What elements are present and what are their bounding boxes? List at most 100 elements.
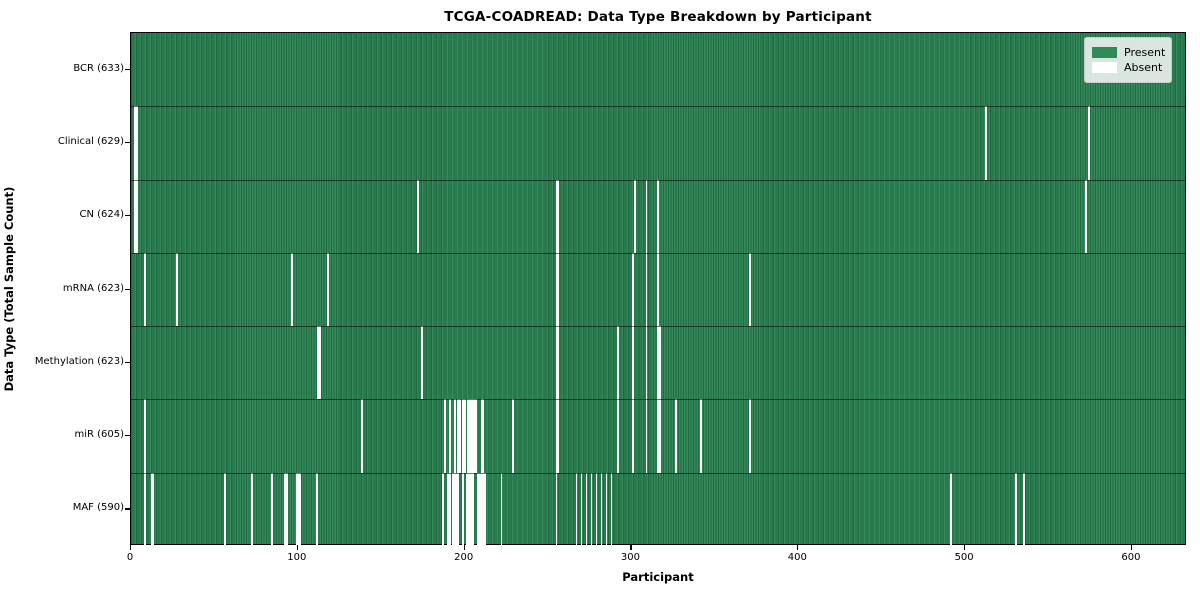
xtick-label: 300 xyxy=(620,552,641,563)
row-separator xyxy=(131,326,1185,328)
absent-stripe xyxy=(675,399,678,473)
row-separator xyxy=(131,106,1185,108)
xtick-mark xyxy=(1130,545,1133,550)
absent-stripe xyxy=(417,179,420,253)
plot-area xyxy=(130,32,1186,546)
absent-stripe xyxy=(555,326,558,400)
absent-stripe xyxy=(295,472,298,546)
ytick-label-miR: miR (605) xyxy=(74,429,124,441)
absent-stripe xyxy=(482,399,485,473)
absent-stripe xyxy=(442,472,445,546)
absent-stripe xyxy=(605,472,608,546)
absent-stripe xyxy=(144,252,147,327)
legend-item-present: Present xyxy=(1092,46,1165,59)
absent-stripe xyxy=(590,472,593,546)
absent-stripe xyxy=(512,399,515,473)
absent-stripe xyxy=(360,399,363,473)
row-separator xyxy=(131,472,1185,474)
absent-stripe xyxy=(595,472,598,546)
absent-stripe xyxy=(555,179,558,253)
absent-stripe xyxy=(175,252,178,327)
absent-stripe xyxy=(748,399,751,473)
ytick-mark xyxy=(125,141,130,144)
absent-stripe xyxy=(645,252,648,327)
row-band-Methylation xyxy=(131,326,1185,400)
absent-stripe xyxy=(555,472,558,546)
legend-label-absent: Absent xyxy=(1124,61,1163,74)
absent-stripe xyxy=(465,472,468,546)
absent-stripe xyxy=(467,472,470,546)
xtick-label: 100 xyxy=(287,552,307,563)
absent-stripe xyxy=(152,472,155,546)
absent-stripe xyxy=(557,326,560,400)
absent-stripe xyxy=(645,179,648,253)
absent-stripe xyxy=(134,179,137,253)
absent-stripe xyxy=(472,472,475,546)
absent-stripe xyxy=(1085,179,1087,253)
absent-stripe xyxy=(658,326,661,400)
absent-stripe xyxy=(454,399,456,473)
absent-stripe xyxy=(950,472,953,546)
absent-stripe xyxy=(270,472,273,546)
xtick-mark xyxy=(630,545,632,550)
absent-stripe xyxy=(557,252,560,327)
absent-stripe xyxy=(444,399,446,473)
xtick-mark xyxy=(296,545,298,550)
absent-stripe xyxy=(1023,472,1026,546)
absent-stripe xyxy=(150,472,153,546)
x-axis-label: Participant xyxy=(622,570,694,584)
legend-item-absent: Absent xyxy=(1092,61,1163,74)
absent-stripe xyxy=(135,106,138,180)
absent-stripe xyxy=(500,472,503,546)
xtick-mark xyxy=(130,545,132,550)
ytick-mark xyxy=(125,361,130,363)
absent-stripe xyxy=(600,472,603,546)
absent-stripe xyxy=(457,472,460,546)
row-band-MAF xyxy=(131,472,1185,546)
absent-stripe xyxy=(462,472,465,546)
chart-title: TCGA-COADREAD: Data Type Breakdown by Pa… xyxy=(444,9,872,25)
absent-stripe xyxy=(645,326,648,400)
absent-stripe xyxy=(482,472,485,546)
absent-stripe xyxy=(452,472,455,546)
ytick-mark xyxy=(125,288,130,290)
absent-stripe xyxy=(319,326,321,400)
absent-stripe xyxy=(467,399,470,473)
absent-stripe xyxy=(985,106,987,180)
absent-stripe xyxy=(557,399,560,473)
absent-stripe xyxy=(290,252,293,327)
ytick-label-CN: CN (624) xyxy=(79,209,124,221)
absent-stripe xyxy=(633,179,636,253)
xtick-mark xyxy=(964,545,966,550)
row-separator xyxy=(131,399,1185,401)
absent-stripe xyxy=(580,472,583,546)
absent-stripe xyxy=(1015,472,1017,546)
absent-stripe xyxy=(610,472,613,546)
absent-stripe xyxy=(469,472,471,546)
row-separator xyxy=(131,252,1185,254)
absent-stripe xyxy=(480,399,483,473)
absent-stripe xyxy=(299,472,301,546)
absent-stripe xyxy=(462,399,465,473)
absent-stripe xyxy=(285,472,288,546)
absent-stripe xyxy=(144,472,147,546)
row-band-miR xyxy=(131,399,1185,473)
ytick-label-Clinical: Clinical (629) xyxy=(57,135,124,147)
ytick-label-MAF: MAF (590) xyxy=(72,502,124,514)
absent-stripe xyxy=(297,472,300,546)
absent-stripe xyxy=(555,252,558,327)
absent-stripe xyxy=(645,399,648,473)
absent-stripe xyxy=(449,472,451,546)
absent-stripe xyxy=(475,399,478,473)
ytick-label-mRNA: mRNA (623) xyxy=(62,282,124,294)
absent-stripe xyxy=(657,252,659,327)
absent-stripe xyxy=(700,399,703,473)
xtick-label: 400 xyxy=(787,552,807,563)
absent-stripe xyxy=(315,472,318,546)
absent-stripe xyxy=(327,252,330,327)
absent-stripe xyxy=(483,472,486,546)
xtick-mark xyxy=(463,545,465,550)
absent-stripe xyxy=(464,399,466,473)
absent-stripe xyxy=(420,326,423,400)
